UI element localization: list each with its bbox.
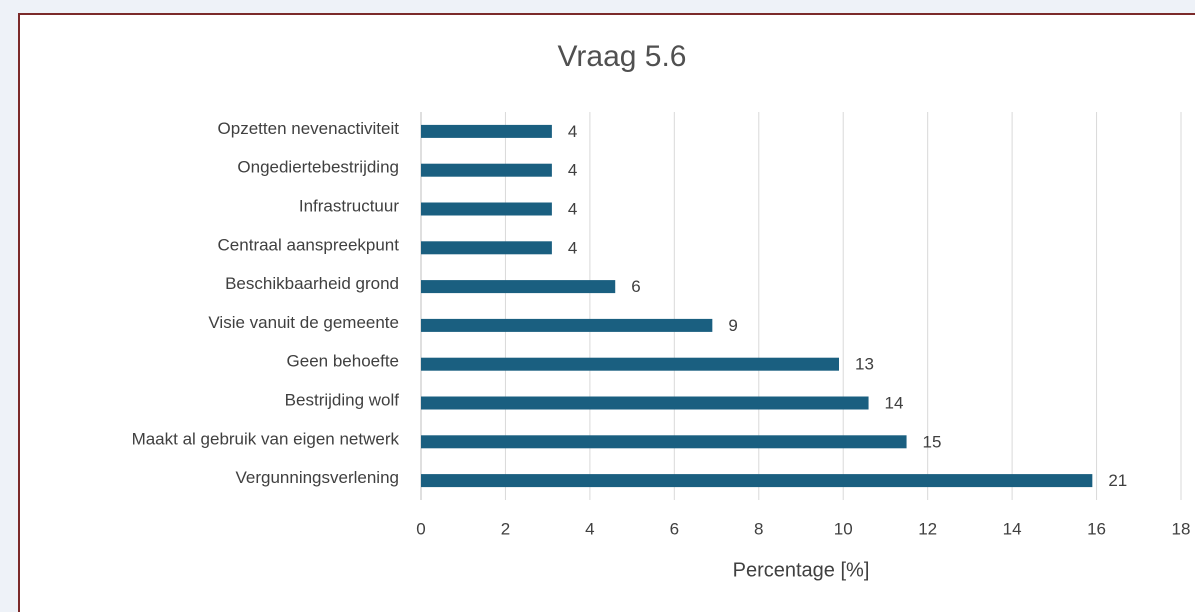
data-label: 4 — [568, 161, 577, 180]
x-tick-label: 8 — [754, 519, 763, 538]
x-tick-label: 2 — [501, 519, 510, 538]
data-label: 9 — [728, 316, 737, 335]
y-tick-label: Geen behoefte — [287, 352, 399, 371]
data-label: 4 — [568, 122, 577, 141]
data-label: 4 — [568, 199, 577, 218]
bar — [421, 163, 552, 177]
y-tick-label: Vergunningsverlening — [235, 468, 399, 487]
y-tick-label: Centraal aanspreekpunt — [218, 235, 400, 254]
y-tick-label: Opzetten nevenactiviteit — [218, 119, 400, 138]
x-tick-label: 14 — [1003, 519, 1022, 538]
x-axis-label: Percentage [%] — [733, 559, 870, 581]
data-label: 14 — [885, 393, 904, 412]
y-tick-label: Infrastructuur — [299, 196, 399, 215]
bar — [421, 202, 552, 216]
x-tick-label: 12 — [918, 519, 937, 538]
bar — [421, 396, 869, 410]
bar — [421, 474, 1093, 488]
bar — [421, 435, 907, 449]
chart-frame — [18, 13, 1195, 612]
data-label: 6 — [631, 277, 640, 296]
bar — [421, 280, 616, 294]
bar — [421, 357, 839, 371]
y-tick-label: Bestrijding wolf — [285, 390, 400, 409]
data-label: 15 — [923, 432, 942, 451]
data-label: 21 — [1108, 471, 1127, 490]
data-label: 4 — [568, 238, 577, 257]
chart-title: Vraag 5.6 — [558, 40, 687, 73]
y-tick-label: Maakt al gebruik van eigen netwerk — [132, 429, 400, 448]
bar — [421, 241, 552, 255]
x-tick-label: 4 — [585, 519, 594, 538]
x-tick-label: 6 — [670, 519, 679, 538]
y-tick-label: Ongediertebestrijding — [237, 158, 399, 177]
bar — [421, 318, 713, 332]
y-tick-label: Beschikbaarheid grond — [225, 274, 399, 293]
x-tick-label: 18 — [1172, 519, 1191, 538]
x-tick-label: 10 — [834, 519, 853, 538]
bar — [421, 124, 552, 138]
data-label: 13 — [855, 355, 874, 374]
x-tick-label: 0 — [416, 519, 425, 538]
y-tick-label: Visie vanuit de gemeente — [208, 313, 399, 332]
x-tick-label: 16 — [1087, 519, 1106, 538]
